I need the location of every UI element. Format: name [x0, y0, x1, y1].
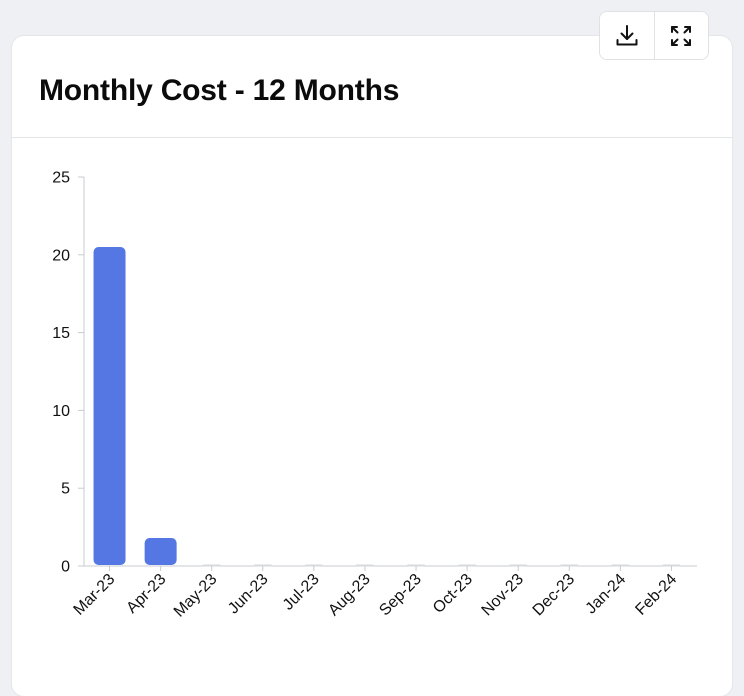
chart-toolbar	[599, 11, 709, 60]
x-tick-label: May-23	[171, 571, 221, 621]
x-tick-label: Jun-23	[225, 571, 272, 618]
download-icon	[614, 23, 640, 49]
card-header: Monthly Cost - 12 Months	[12, 36, 732, 138]
download-button[interactable]	[600, 12, 654, 59]
chart-card: Monthly Cost - 12 Months	[12, 36, 732, 696]
x-tick-label: Mar-23	[71, 571, 119, 619]
x-tick-label: Oct-23	[430, 571, 476, 617]
y-tick-label: 15	[52, 325, 70, 342]
bar-chart: 0 5 10 15 20 25 Mar-23 Apr-23 May-23 Jun-23 Jul-23…	[52, 170, 697, 621]
x-tick-label: Dec-23	[530, 571, 579, 620]
x-tick-label: Feb-24	[632, 571, 680, 619]
expand-button[interactable]	[653, 12, 708, 59]
expand-icon	[668, 23, 694, 49]
y-tick-label: 0	[61, 559, 70, 576]
bar	[144, 537, 177, 565]
x-tick-label: Aug-23	[325, 571, 374, 620]
x-tick-label: Jan-24	[583, 571, 630, 618]
y-tick-label: 10	[52, 403, 70, 420]
y-tick-label: 20	[52, 247, 70, 264]
y-tick-label: 25	[52, 170, 70, 187]
x-tick-label: Nov-23	[479, 571, 528, 620]
x-tick-label: Sep-23	[376, 571, 425, 620]
bar	[93, 247, 126, 565]
y-tick-label: 5	[61, 481, 70, 498]
x-tick-label: Jul-23	[280, 571, 323, 614]
chart-title: Monthly Cost - 12 Months	[39, 74, 400, 107]
x-tick-label: Apr-23	[123, 571, 169, 617]
